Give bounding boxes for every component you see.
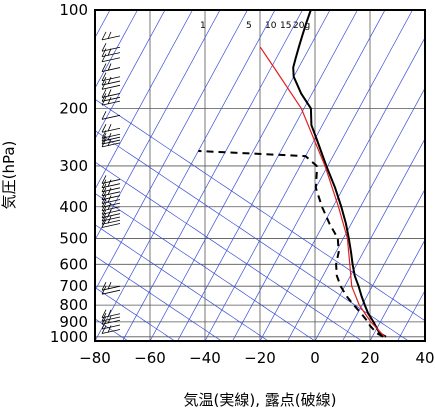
wind-barb (101, 206, 121, 215)
mixing-ratio-label: 15 (280, 21, 291, 31)
isotherm-line (122, 10, 303, 341)
adiabat-line (95, 130, 409, 341)
isotherm-line (424, 340, 425, 341)
x-tick-label: −40 (189, 349, 221, 367)
isotherm-line (397, 289, 425, 341)
wind-barb (101, 209, 121, 219)
x-tick-labels: −80 −60 −40 −20 0 20 40 (79, 349, 434, 367)
x-tick-label: −60 (134, 349, 166, 367)
wind-barb (101, 89, 121, 98)
isotherm-line (314, 137, 425, 341)
y-tick-label: 300 (59, 157, 88, 175)
x-tick-label: 0 (310, 349, 320, 367)
wind-barb (101, 286, 121, 295)
y-tick-label: 700 (59, 277, 88, 295)
adiabat-line (95, 287, 175, 341)
isotherm-line (369, 239, 425, 341)
mixing-ratio-label: 5 (246, 21, 252, 31)
y-tick-label: 900 (59, 313, 88, 331)
wind-barb (101, 216, 121, 225)
isotherm-line (342, 188, 425, 341)
adiabat-line (95, 255, 222, 341)
wind-barb (101, 212, 121, 222)
wind-barb (101, 187, 121, 197)
wind-barb (101, 135, 121, 145)
isotherm-line (149, 10, 331, 341)
wind-barb (101, 309, 121, 319)
mixing-ratio-label: 1 (200, 21, 206, 31)
isotherm-line (259, 36, 425, 341)
mixing-ratio-labels: 1 5 10 15 20g (200, 21, 310, 31)
y-tick-label: 1000 (50, 328, 88, 346)
wind-barb (101, 31, 121, 41)
dewpoint-line (198, 150, 384, 338)
wind-barbs (101, 31, 121, 334)
isotherm-line (95, 10, 276, 341)
isotherm-line (287, 87, 425, 341)
adiabat-line (95, 98, 425, 322)
isotherm-line (95, 10, 138, 89)
wind-barb (101, 179, 121, 189)
y-tick-label: 200 (59, 99, 88, 117)
wind-barb (101, 138, 121, 148)
y-tick-label: 800 (59, 296, 88, 314)
wind-barb (101, 282, 121, 291)
reference-line (259, 46, 386, 338)
y-tick-label: 400 (59, 198, 88, 216)
x-tick-label: 40 (415, 349, 434, 367)
adiabat-line (95, 161, 362, 341)
wind-barb (101, 195, 121, 204)
isotherm-line (204, 10, 386, 341)
wind-barb (101, 312, 121, 322)
y-axis-label: 気圧(hPa) (0, 141, 18, 210)
plot-frame (94, 9, 426, 342)
mixing-ratio-label: 10 (265, 21, 277, 31)
isotherm-line (95, 10, 221, 241)
isotherm-line (95, 10, 193, 191)
wind-barb (101, 198, 121, 208)
wind-barb (101, 76, 121, 86)
y-tick-label: 100 (59, 1, 88, 19)
wind-barb (101, 219, 121, 228)
y-tick-label: 500 (59, 229, 88, 247)
isotherm-line (232, 10, 413, 341)
wind-barb (101, 81, 121, 90)
adiabat-line (95, 224, 269, 341)
x-tick-label: −20 (244, 349, 276, 367)
wind-barb (101, 53, 121, 63)
x-tick-label: −80 (79, 349, 111, 367)
wind-barb (101, 124, 121, 133)
mixing-ratio-label: 20g (293, 21, 310, 31)
wind-barb (101, 48, 121, 57)
wind-barb (101, 325, 121, 334)
wind-barb (101, 111, 121, 120)
wind-barb (101, 175, 121, 184)
adiabat-line (95, 193, 316, 341)
wind-barb (101, 96, 121, 106)
isotherm-line (95, 10, 166, 140)
y-tick-label: 600 (59, 255, 88, 273)
wind-barb (101, 72, 121, 82)
wind-barb (101, 93, 121, 102)
isotherm-line (95, 10, 248, 292)
isotherm-line (177, 10, 358, 341)
wind-barb (101, 183, 121, 193)
x-axis-label: 気温(実線), 露点(破線) (184, 391, 337, 409)
wind-barb (101, 202, 121, 212)
wind-barb (101, 63, 121, 72)
plot-grid (94, 9, 426, 341)
x-tick-label: 20 (360, 349, 379, 367)
sounding-lines (198, 10, 387, 338)
wind-barb (101, 191, 121, 201)
temperature-line (292, 10, 387, 338)
